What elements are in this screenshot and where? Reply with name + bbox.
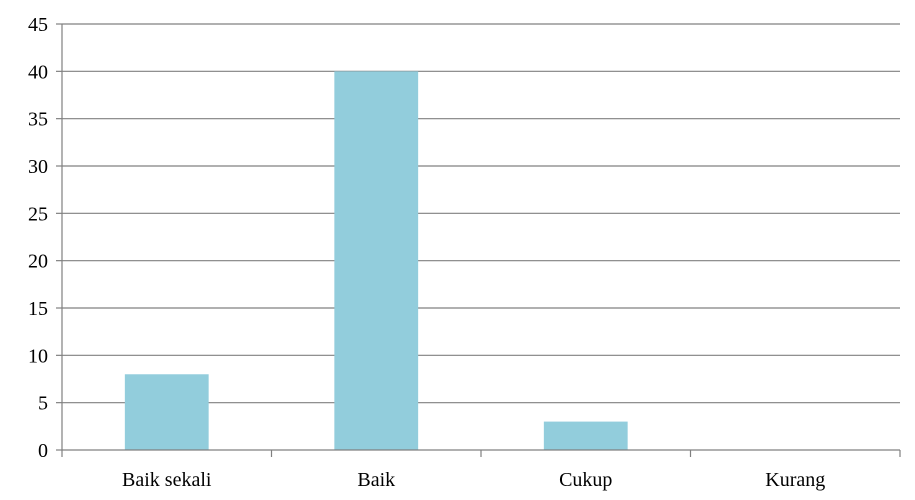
y-tick-label: 40	[28, 61, 48, 83]
y-tick-label: 10	[28, 345, 48, 367]
y-tick-label: 15	[28, 298, 48, 320]
x-tick-label: Kurang	[765, 469, 825, 491]
x-tick-labels: Baik sekali Baik Cukup Kurang	[122, 469, 825, 491]
y-tick-label: 5	[38, 393, 48, 415]
x-tick-label: Cukup	[559, 469, 612, 491]
y-tick-label: 35	[28, 109, 48, 131]
y-tick-label: 30	[28, 156, 48, 178]
axes	[56, 23, 901, 457]
bar-baik-sekali	[124, 374, 209, 450]
y-tick-label: 45	[28, 14, 48, 36]
bars	[124, 71, 628, 450]
y-tick-labels: 0 5 10 15 20 25 30 35 40 45	[28, 14, 48, 462]
gridlines	[62, 23, 900, 404]
bar-baik	[334, 71, 419, 450]
y-tick-label: 0	[38, 440, 48, 462]
x-tick-label: Baik	[357, 469, 395, 491]
bar-cukup	[543, 421, 628, 450]
y-tick-label: 20	[28, 251, 48, 273]
x-tick-label: Baik sekali	[122, 469, 212, 491]
y-tick-label: 25	[28, 203, 48, 225]
